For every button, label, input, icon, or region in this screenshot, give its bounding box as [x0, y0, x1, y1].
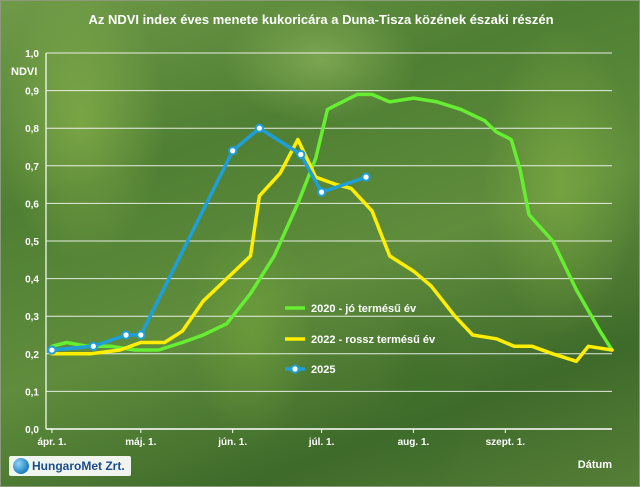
data-point [228, 146, 238, 156]
data-point [121, 330, 131, 340]
y-tick-label: 0,7 [25, 162, 39, 173]
x-tick-label: júl. 1. [308, 437, 335, 448]
y-tick-label: 0,5 [25, 237, 39, 248]
data-point [316, 187, 327, 197]
data-point [47, 345, 57, 355]
y-tick-label: 0,0 [25, 425, 39, 436]
gridlines [45, 52, 612, 433]
y-tick-label: 0,1 [25, 387, 39, 398]
brand-name: HungaroMet Zrt. [32, 459, 125, 473]
data-point [361, 172, 371, 182]
y-tick-label: 0,4 [25, 275, 39, 286]
series-line [50, 92, 614, 352]
x-tick-label: ápr. 1. [37, 437, 66, 448]
x-tick-label: jún. 1. [217, 437, 247, 448]
data-point [136, 330, 146, 340]
data-point [254, 123, 264, 133]
y-tick-label: 0,8 [25, 124, 39, 135]
y-tick-label: 0,9 [25, 87, 39, 98]
y-axis-label: NDVI [11, 66, 37, 78]
y-tick-label: 1,0 [25, 49, 39, 60]
series-line [50, 126, 368, 352]
hungaromet-logo-icon [13, 458, 29, 474]
legend-label: 2025 [311, 364, 335, 376]
y-tick-label: 0,6 [25, 199, 39, 210]
x-tick-label: szept. 1. [486, 437, 526, 448]
chart-title: Az NDVI index éves menete kukoricára a D… [88, 12, 553, 27]
legend-label: 2020 - jó termésű év [311, 303, 417, 315]
legend-marker [290, 364, 300, 374]
legend-label: 2022 - rossz termésű év [311, 334, 436, 346]
legend: 2020 - jó termésű év 2022 - rossz termésű… [285, 303, 436, 376]
x-tick-label: aug. 1. [398, 437, 430, 448]
y-tick-label: 0,2 [25, 350, 39, 361]
data-point [296, 149, 306, 160]
series-lines [47, 92, 614, 364]
hungaromet-logo: HungaroMet Zrt. [9, 456, 131, 476]
y-tick-label: 0,3 [25, 312, 39, 323]
y-tick-labels: 0,0 0,1 0,2 0,3 0,4 0,5 0,6 0,7 0,8 0,9 1,0 [25, 49, 39, 436]
series-line [50, 137, 614, 364]
data-point [88, 341, 99, 351]
x-tick-label: máj. 1. [125, 437, 156, 448]
x-tick-labels: ápr. 1. máj. 1. jún. 1. júl. 1. aug. 1. szept… [37, 437, 525, 448]
x-axis-label: Dátum [578, 459, 612, 471]
